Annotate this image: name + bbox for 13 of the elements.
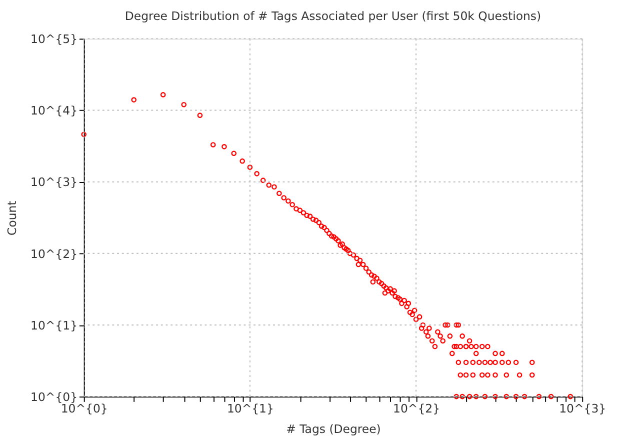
x-axis-title: # Tags (Degree)	[286, 422, 381, 436]
y-tick-label: 10^{5}	[30, 32, 78, 46]
y-tick-label: 10^{0}	[30, 390, 78, 404]
chart-title: Degree Distribution of # Tags Associated per User (first 50k Questions)	[124, 9, 542, 24]
y-tick-label: 10^{3}	[30, 175, 78, 190]
x-tick-label: 10^{3}	[559, 402, 606, 416]
y-tick-label: 10^{1}	[30, 318, 78, 332]
x-tick-label: 10^{0}	[60, 402, 108, 416]
y-axis-title: Count	[4, 200, 19, 236]
x-tick-label: 10^{2}	[393, 402, 440, 416]
y-tick-label: 10^{2}	[30, 246, 78, 261]
y-tick-label: 10^{4}	[30, 104, 78, 118]
x-tick-label: 10^{1}	[226, 402, 274, 416]
